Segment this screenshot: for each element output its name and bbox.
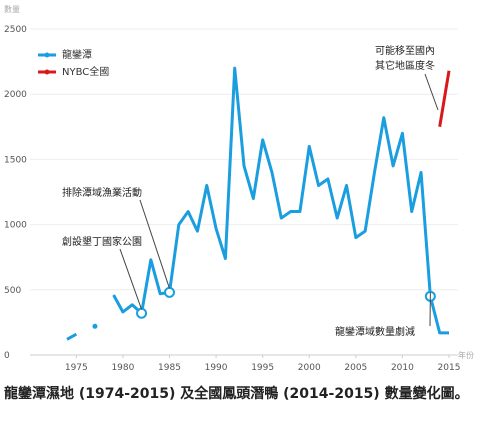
y-tick-label: 1000 [4,221,27,231]
x-tick-label: 1975 [65,363,88,373]
annotation-leader [424,73,439,111]
annotation-leader [119,248,143,310]
series-point [92,323,98,329]
annotation: 排除潭域漁業活動 [62,186,142,199]
x-tick-label: 2000 [298,363,321,373]
x-tick-label: 1995 [251,363,274,373]
annotation: 創設墾丁國家公園 [62,235,142,248]
caption: 龍鑾潭濕地 (1974-2015) 及全國鳳頭潛鴨 (2014-2015) 數量… [4,386,469,402]
legend-label: NYBC全國 [62,65,109,78]
series-line [66,332,78,341]
annotation: 其它地區度冬 [375,59,435,72]
series-line [438,70,451,128]
highlight-marker [163,286,175,298]
x-tick-label: 2010 [391,363,414,373]
x-tick-label: 1985 [158,363,181,373]
y-tick-label: 2000 [4,90,27,100]
legend-label: 龍鑾潭 [62,48,92,61]
legend-dot [44,52,50,58]
annotation-leader [139,199,170,289]
y-tick-label: 0 [4,351,10,361]
y-tick-label: 1500 [4,155,27,165]
x-tick-label: 1980 [111,363,134,373]
series-line [112,66,449,335]
y-axis-label: 數量 [4,4,20,14]
y-tick-label: 500 [4,286,21,296]
annotation: 龍鑾潭域數量劇減 [335,325,415,338]
x-tick-label: 1990 [205,363,228,373]
x-axis-label: 年份 [458,350,474,360]
x-tick-label: 2005 [344,363,367,373]
legend-dot [44,69,50,75]
highlight-marker [136,307,148,319]
y-tick-label: 2500 [4,25,27,35]
annotation: 可能移至國內 [375,44,435,57]
x-tick-label: 2015 [438,363,461,373]
